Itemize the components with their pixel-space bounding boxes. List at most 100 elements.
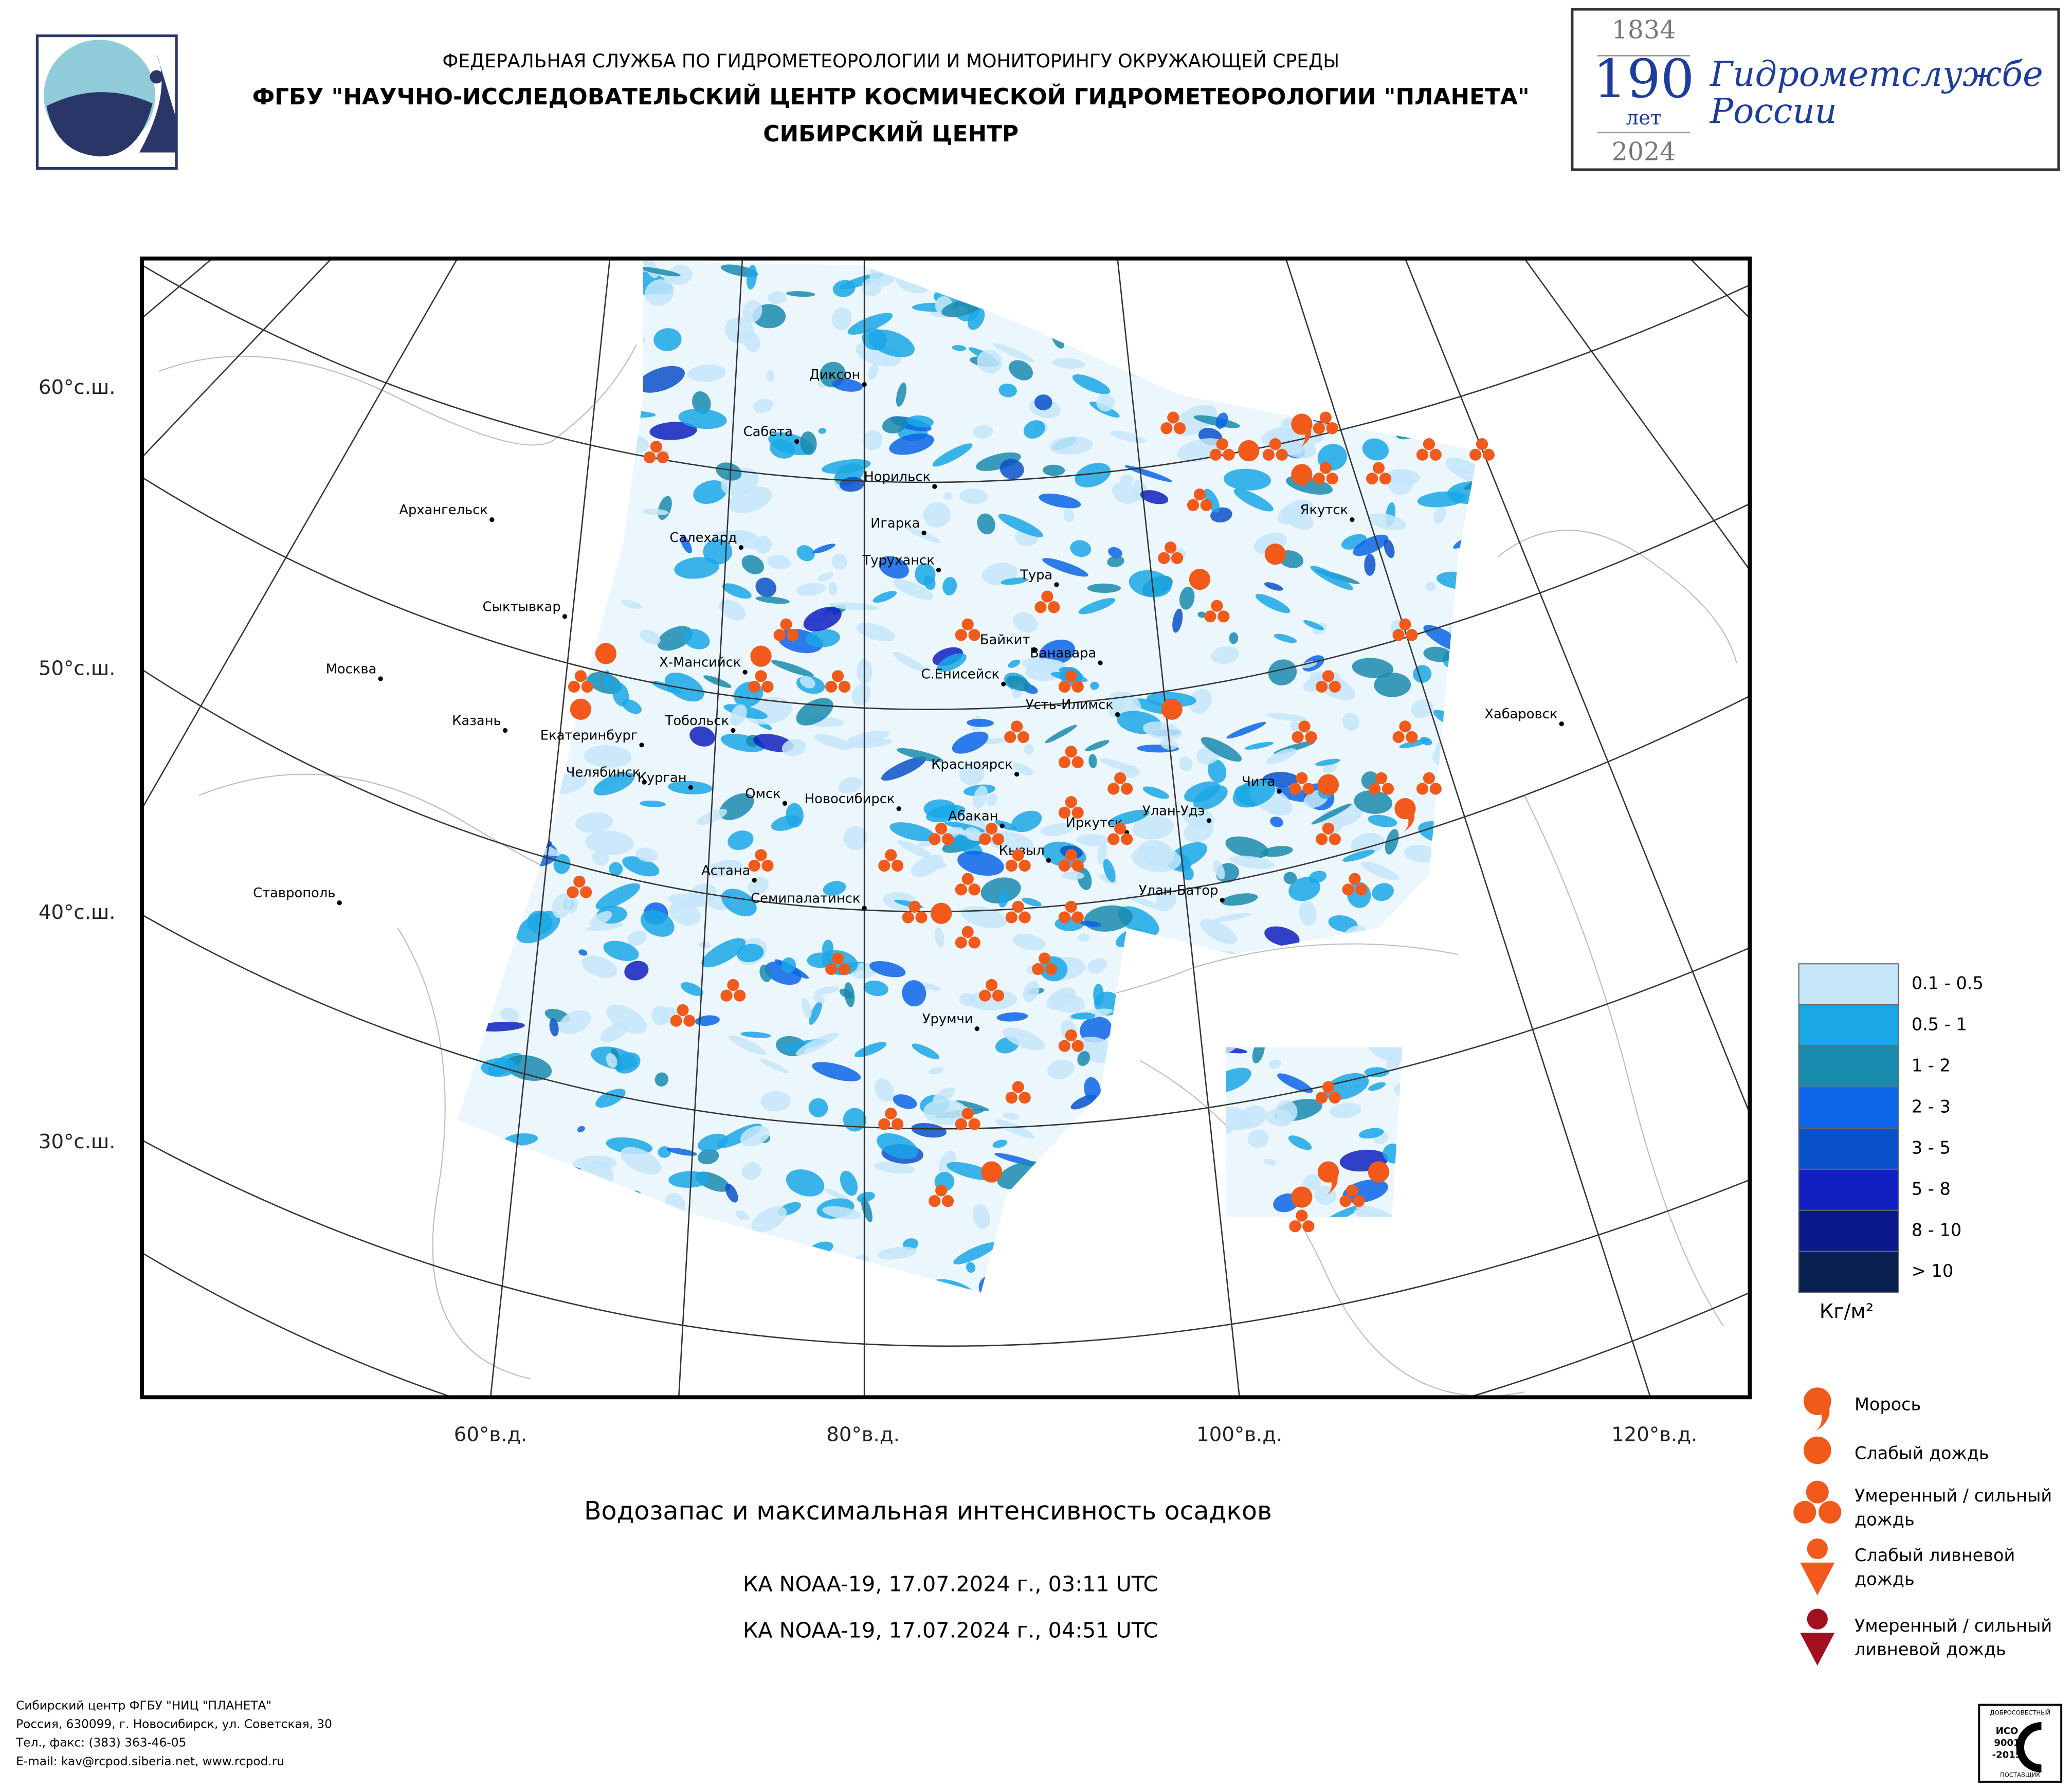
year-start: 1834 (1612, 15, 1676, 44)
cloud-patch (1229, 855, 1275, 869)
cloud-patch (1034, 394, 1052, 410)
cloud-patch (653, 328, 682, 351)
parallel (142, 914, 1750, 1130)
cities: Диксон Сабета Норильск Игарка Архангельск Сал… (253, 367, 1564, 1032)
cloud-patch (1288, 877, 1320, 901)
longitude-label: 100°в.д. (1196, 1423, 1282, 1446)
moderate-rain-symbol (1399, 618, 1411, 630)
cloud-patch (573, 1155, 617, 1171)
legend-swatch (1798, 1087, 1899, 1129)
legend-label: Умеренный / сильный (1855, 1486, 2052, 1506)
moderate-rain-symbol (1298, 720, 1311, 733)
cloud-patch (1352, 658, 1394, 678)
moderate-rain-symbol (643, 451, 656, 464)
cloud-patch (808, 1098, 828, 1117)
light-rain-symbol (570, 698, 592, 720)
moderate-rain-symbol (955, 629, 967, 641)
cloud-patch (1045, 725, 1077, 744)
light-rain-symbol (750, 645, 772, 667)
cloud-patch (957, 851, 1004, 876)
legend-label: 0.5 - 1 (1912, 1015, 1967, 1035)
cloud-patch (1238, 1106, 1267, 1129)
city-label: Красноярск (931, 757, 1013, 772)
moderate-rain-symbol (1289, 783, 1301, 795)
shower-symbol (1807, 1538, 1828, 1560)
legend-swatch (1798, 1127, 1899, 1170)
moderate-rain-symbol (1416, 448, 1429, 461)
moderate-rain-symbol (1216, 438, 1228, 450)
moderate-rain-symbol (1187, 499, 1199, 511)
legend-swatch (1798, 1168, 1899, 1211)
cloud-patch (769, 439, 795, 459)
cloud-patch (796, 545, 815, 562)
moderate-rain-symbol (1329, 680, 1341, 693)
moderate-rain-symbol (992, 989, 1005, 1002)
city-dot (1014, 771, 1020, 777)
cloud-patch (606, 1053, 617, 1068)
moderate-rain-symbol (1326, 422, 1338, 435)
legend-label: ливневой дождь (1855, 1639, 2006, 1659)
parallel (142, 477, 1750, 710)
cloud-patch (1090, 681, 1099, 690)
moderate-rain-symbol (1355, 883, 1368, 896)
cloud-patch (838, 776, 862, 794)
light-rain-symbol (1189, 569, 1211, 590)
meridian (142, 258, 458, 809)
cloud-patch (1087, 958, 1107, 974)
cloud-patch (665, 673, 704, 702)
cloud-patch (976, 452, 1021, 471)
cloud-patch (1420, 736, 1432, 746)
certificate-text: ИСО (1996, 1726, 2019, 1736)
moderate-rain-symbol (581, 680, 593, 693)
cloud-patch (1042, 558, 1088, 577)
graticule (142, 258, 1750, 1398)
moderate-rain-symbol (748, 859, 760, 872)
moderate-rain-symbol (915, 911, 928, 924)
moderate-rain-symbol (1276, 448, 1288, 461)
moderate-rain-symbol (1165, 541, 1177, 554)
cloud-patch (767, 554, 791, 570)
light-rain-symbol (1291, 1186, 1313, 1208)
city-dot (642, 780, 647, 785)
cloud-patch (1226, 722, 1266, 739)
city-label: Чита (1242, 774, 1275, 790)
cloud-patch (992, 1139, 1008, 1148)
cloud-patch (1361, 861, 1399, 881)
cloud-patch (760, 1059, 789, 1074)
cloud-patch (1364, 554, 1376, 576)
city-dot (862, 906, 867, 911)
cloud-patch (812, 1062, 861, 1081)
cloud-patch (741, 1162, 761, 1180)
cloud-patch (1042, 464, 1065, 476)
drizzle-symbol (1291, 413, 1313, 435)
cloud-patch (795, 1032, 839, 1056)
year-end: 2024 (1612, 137, 1676, 167)
city-label: Семипалатинск (751, 891, 860, 906)
cloud-patch (500, 1007, 519, 1022)
cloud-patch (1009, 360, 1033, 381)
cloud-patch (881, 756, 926, 781)
city-dot (562, 614, 568, 619)
cloud-patch (1063, 508, 1074, 522)
cloud-patch (689, 726, 715, 747)
city-dot (1046, 858, 1051, 863)
cloud-patch (1072, 374, 1111, 394)
cloud-patch (832, 307, 852, 331)
cloud-patch (549, 1018, 559, 1037)
cloud-patch (1423, 646, 1452, 662)
cloud-patch (1425, 582, 1436, 591)
drizzle-symbol (1803, 1387, 1831, 1415)
cloud-patch (603, 670, 612, 692)
cloud-patch (862, 328, 887, 351)
moderate-rain-symbol (1058, 680, 1071, 693)
cloud-patch (1099, 758, 1136, 772)
light-rain-symbol (1317, 774, 1339, 795)
cloud-patch (818, 428, 827, 434)
legend-label: 1 - 2 (1912, 1056, 1951, 1076)
legend-swatch (1798, 1004, 1899, 1047)
cloud-patch (781, 957, 796, 973)
moderate-rain-symbol (727, 979, 739, 991)
moderate-rain-symbol (1071, 756, 1084, 769)
moderate-rain-symbol (1315, 1092, 1328, 1104)
